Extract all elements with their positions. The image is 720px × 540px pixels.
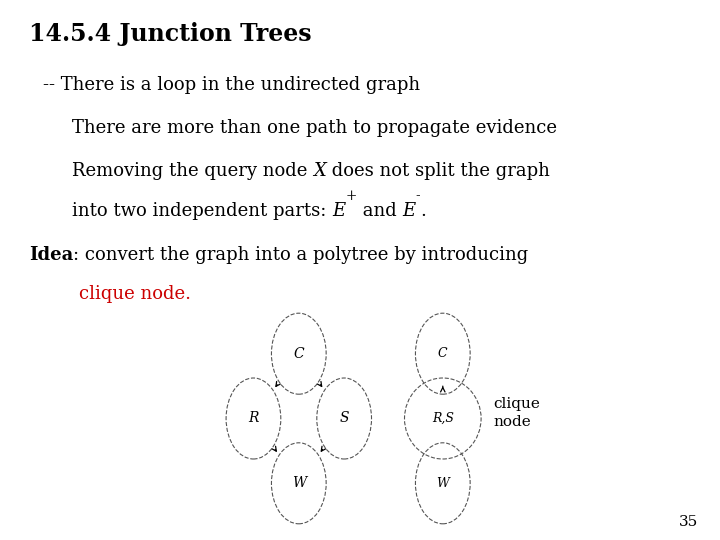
Text: 14.5.4 Junction Trees: 14.5.4 Junction Trees (29, 22, 312, 45)
Text: and: and (356, 202, 402, 220)
Text: -: - (415, 189, 420, 203)
Text: C: C (294, 347, 304, 361)
Text: : convert the graph into a polytree by introducing: : convert the graph into a polytree by i… (73, 246, 528, 264)
Text: clique node.: clique node. (79, 285, 192, 303)
Text: C: C (438, 347, 448, 360)
Text: does not split the graph: does not split the graph (326, 162, 550, 180)
Text: W: W (292, 476, 306, 490)
Text: R,S: R,S (432, 412, 454, 425)
Text: There are more than one path to propagate evidence: There are more than one path to propagat… (72, 119, 557, 137)
Text: into two independent parts:: into two independent parts: (72, 202, 332, 220)
Text: E: E (332, 202, 346, 220)
Text: X: X (313, 162, 326, 180)
Text: Idea: Idea (29, 246, 73, 264)
Text: Removing the query node: Removing the query node (72, 162, 313, 180)
Text: E: E (402, 202, 415, 220)
Text: W: W (436, 477, 449, 490)
Text: 35: 35 (679, 515, 698, 529)
Text: .: . (420, 202, 426, 220)
Text: R: R (248, 411, 258, 426)
Text: clique
node: clique node (493, 397, 540, 429)
Text: S: S (339, 411, 349, 426)
Text: -- There is a loop in the undirected graph: -- There is a loop in the undirected gra… (43, 76, 420, 93)
Text: +: + (346, 189, 356, 203)
